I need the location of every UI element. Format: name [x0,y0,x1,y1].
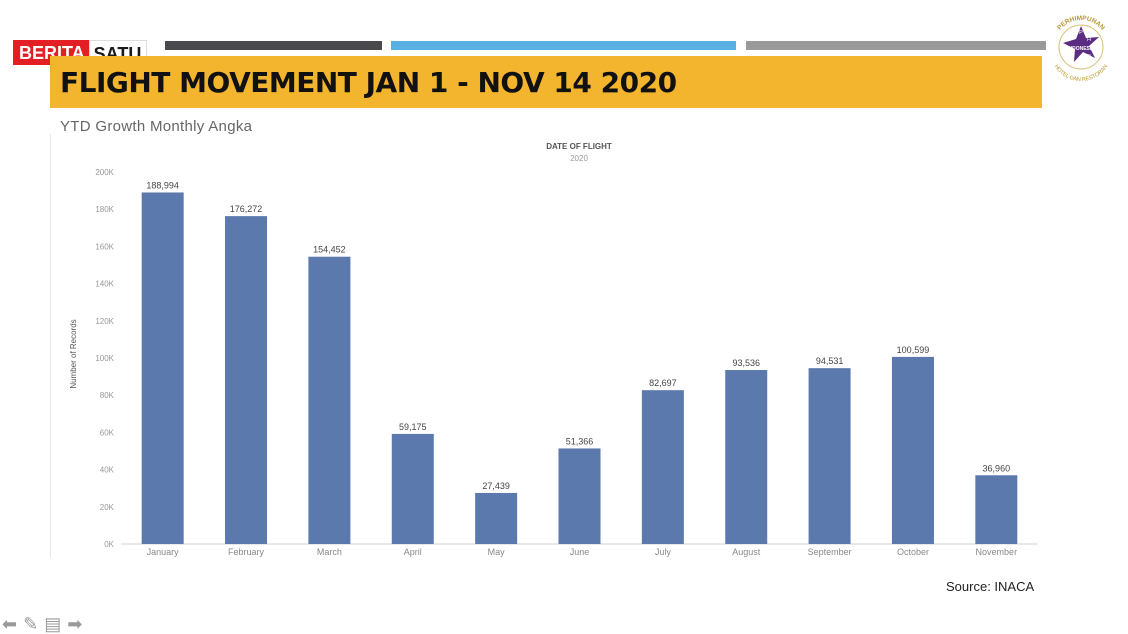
stripe-blue [391,41,736,50]
phri-seal-logo: PERHIMPUNAN HOTEL DAN RESTORAN INDONESIA… [1053,15,1109,83]
source-note: Source: INACA [946,579,1035,594]
seal-letter: H [1087,37,1091,43]
stripe-gray [746,41,1046,50]
arrow-right-icon[interactable]: ➡ [67,614,83,634]
page-subtitle: YTD Growth Monthly Angka [60,118,253,135]
page-title: FLIGHT MOVEMENT JAN 1 - NOV 14 2020 [60,66,677,99]
seal-letter: R [1087,54,1091,60]
chart-area [50,134,1043,558]
seal-letter: I [1080,57,1082,63]
pen-icon[interactable]: ✎ [23,614,39,634]
seal-center-text: INDONESIA [1067,46,1095,52]
stripe-dark [165,41,382,50]
title-band [50,56,1042,108]
arrow-left-icon[interactable]: ⬅ [2,614,18,634]
slides-icon[interactable]: ▤ [44,614,62,634]
slide-nav: ⬅ ✎ ▤ ➡ [2,615,82,633]
seal-letter: P [1079,30,1083,36]
